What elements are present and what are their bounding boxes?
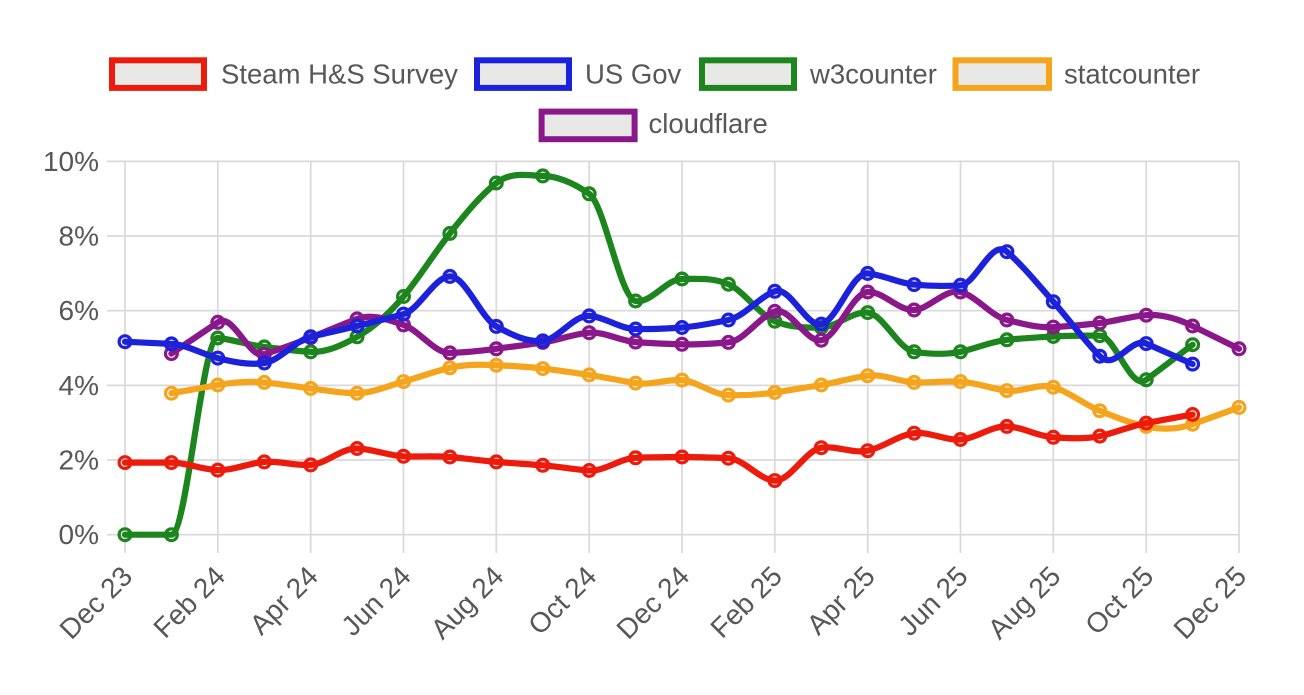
svg-text:0%: 0% (59, 519, 99, 550)
svg-text:6%: 6% (59, 295, 99, 326)
svg-text:2%: 2% (59, 445, 99, 476)
svg-text:Steam H&S Survey: Steam H&S Survey (221, 59, 458, 90)
svg-text:US Gov: US Gov (585, 59, 682, 90)
svg-text:8%: 8% (59, 221, 99, 252)
svg-text:statcounter: statcounter (1064, 59, 1200, 90)
svg-text:4%: 4% (59, 370, 99, 401)
svg-text:cloudflare: cloudflare (649, 108, 768, 139)
svg-text:10%: 10% (43, 146, 99, 177)
svg-text:w3counter: w3counter (809, 59, 937, 90)
